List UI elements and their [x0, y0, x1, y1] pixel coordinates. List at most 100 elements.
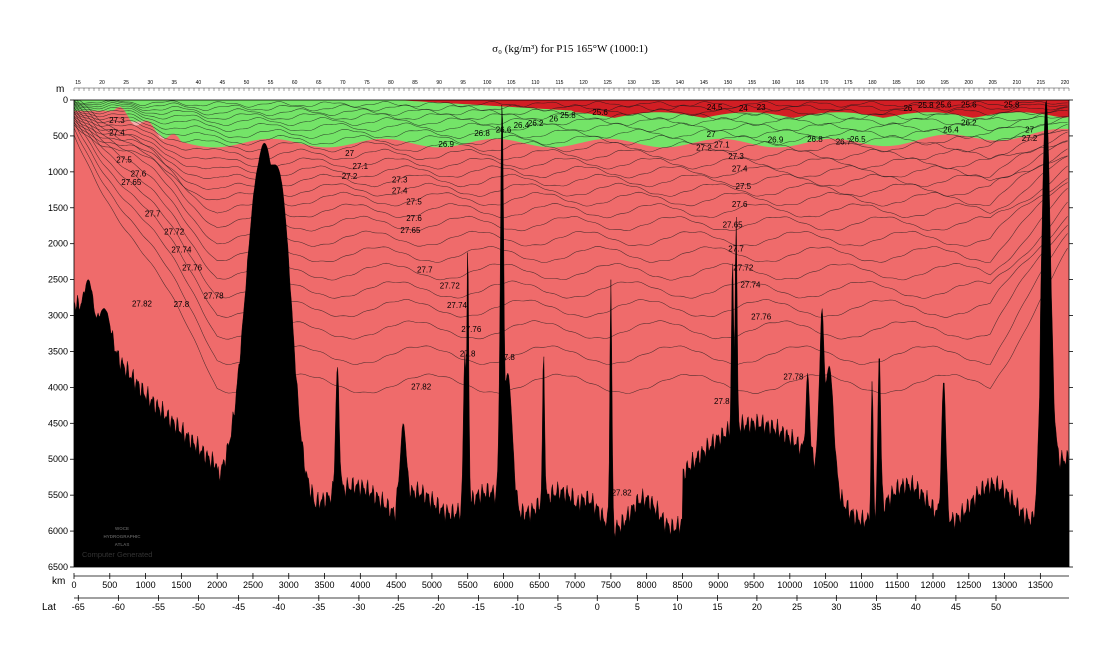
station-number: 25: [123, 80, 129, 86]
depth-axis: 0 500 1000 1500 2000 2500 3000 3500 4000 4500 5000…: [48, 95, 1073, 572]
distance-tick-label: 3000: [279, 580, 299, 590]
latitude-tick-label: -40: [272, 602, 285, 612]
isopycnal-line: [74, 102, 1068, 263]
contour-label: 27.8: [460, 350, 476, 359]
station-number: 95: [460, 80, 466, 86]
depth-tick-label: 6000: [48, 526, 68, 536]
contour-label: 26.4: [514, 121, 530, 130]
distance-tick-label: 4500: [386, 580, 406, 590]
depth-tick-label: 1000: [48, 167, 68, 177]
latitude-tick-label: 45: [951, 602, 961, 612]
contour-label: 27.5: [736, 182, 752, 191]
contour-label: 27.72: [440, 281, 461, 290]
contour-label: 27.82: [132, 299, 153, 308]
contour-label: 27.8: [714, 397, 730, 406]
station-number: 100: [483, 80, 492, 86]
depth-tick-label: 3000: [48, 311, 68, 321]
latitude-tick-label: -60: [112, 602, 125, 612]
isopycnal-line: [74, 122, 1068, 197]
distance-tick-label: 13500: [1028, 580, 1053, 590]
contour-label: 27.6: [406, 214, 422, 223]
contour-label: 27.76: [461, 325, 482, 334]
station-number: 105: [507, 80, 516, 86]
station-number: 220: [1061, 80, 1070, 86]
latitude-tick-label: -65: [72, 602, 85, 612]
contour-label: 26.8: [807, 135, 823, 144]
latitude-tick-label: 5: [635, 602, 640, 612]
contour-label: 27.2: [696, 143, 712, 152]
contour-label: 27.8: [174, 300, 190, 309]
contour-label: 25.8: [1004, 100, 1020, 109]
station-number: 185: [892, 80, 901, 86]
depth-tick-label: 500: [53, 131, 68, 141]
station-number: 195: [940, 80, 949, 86]
chart-title: σ₀ (kg/m³) for P15 165°W (1000:1): [492, 43, 648, 55]
isopycnal-line: [74, 115, 1068, 170]
isopycnal-line: [74, 111, 1068, 153]
isopycnal-line: [74, 102, 1068, 117]
seafloor-bathymetry: [74, 100, 1069, 567]
station-number: 135: [652, 80, 661, 86]
contour-label: 27.78: [204, 291, 225, 300]
logo-line-1: WOCE: [115, 526, 129, 531]
contour-label: 26.9: [438, 140, 454, 149]
station-number: 45: [220, 80, 226, 86]
latitude-tick-label: -20: [432, 602, 445, 612]
station-number: 170: [820, 80, 829, 86]
station-number: 205: [989, 80, 998, 86]
contour-labels: 27.327.427.527.627.6527.727.7227.7427.76…: [109, 100, 1038, 497]
latitude-tick-label: 20: [752, 602, 762, 612]
distance-tick-label: 2000: [207, 580, 227, 590]
isopycnal-line: [74, 100, 1068, 247]
isopycnal-line: [74, 106, 1068, 281]
isopycnal-line: [74, 111, 1068, 299]
latitude-tick-label: 50: [991, 602, 1001, 612]
distance-tick-label: 10500: [813, 580, 838, 590]
contour-label: 27.65: [121, 178, 142, 187]
contour-label: 27.5: [116, 156, 132, 165]
distance-tick-label: 11500: [885, 580, 909, 590]
distance-tick-label: 6500: [529, 580, 549, 590]
depth-tick-label: 6500: [48, 562, 68, 572]
contour-label: 27.76: [182, 263, 203, 272]
contour-label: 27.72: [733, 263, 754, 272]
woce-atlas-logo: WOCE HYDROGRAPHIC ATLAS: [103, 526, 141, 547]
contour-label: 26: [903, 104, 912, 113]
density-band: [74, 100, 1069, 118]
isopycnal-line: [74, 127, 1068, 365]
latitude-tick-label: 30: [831, 602, 841, 612]
station-number: 15: [75, 80, 81, 86]
station-number: 80: [388, 80, 394, 86]
contour-label: 25.6: [936, 100, 952, 109]
contour-label: 25.6: [592, 108, 608, 117]
contour-label: 27.1: [353, 162, 369, 171]
contour-label: 26.2: [528, 119, 544, 128]
contour-label: 27.74: [171, 245, 192, 254]
latitude-tick-label: 40: [911, 602, 921, 612]
contour-label: 27.2: [1022, 134, 1038, 143]
distance-tick-label: 8000: [637, 580, 657, 590]
station-number: 215: [1037, 80, 1046, 86]
station-number: 210: [1013, 80, 1022, 86]
contour-label: 27.7: [145, 210, 161, 219]
distance-tick-label: 9500: [744, 580, 764, 590]
station-number: 60: [292, 80, 298, 86]
distance-tick-label: 3500: [315, 580, 335, 590]
isopycnal-line: [74, 124, 1068, 207]
isopycnal-line: [74, 100, 1068, 112]
distance-tick-label: 9000: [708, 580, 728, 590]
contour-label: 26.8: [474, 129, 490, 138]
contour-label: 26.9: [768, 136, 784, 145]
depth-tick-label: 2000: [48, 239, 68, 249]
contour-label: 27.2: [342, 172, 358, 181]
contour-label: 27: [707, 130, 716, 139]
contour-label: 27.82: [612, 488, 633, 497]
isopycnal-line: [74, 108, 1068, 139]
station-number: 190: [916, 80, 925, 86]
distance-axis-unit: km: [52, 576, 65, 587]
station-number: 180: [868, 80, 877, 86]
distance-tick-label: 0: [71, 580, 76, 590]
contour-label: 27.4: [732, 164, 748, 173]
distance-tick-label: 7000: [565, 580, 585, 590]
